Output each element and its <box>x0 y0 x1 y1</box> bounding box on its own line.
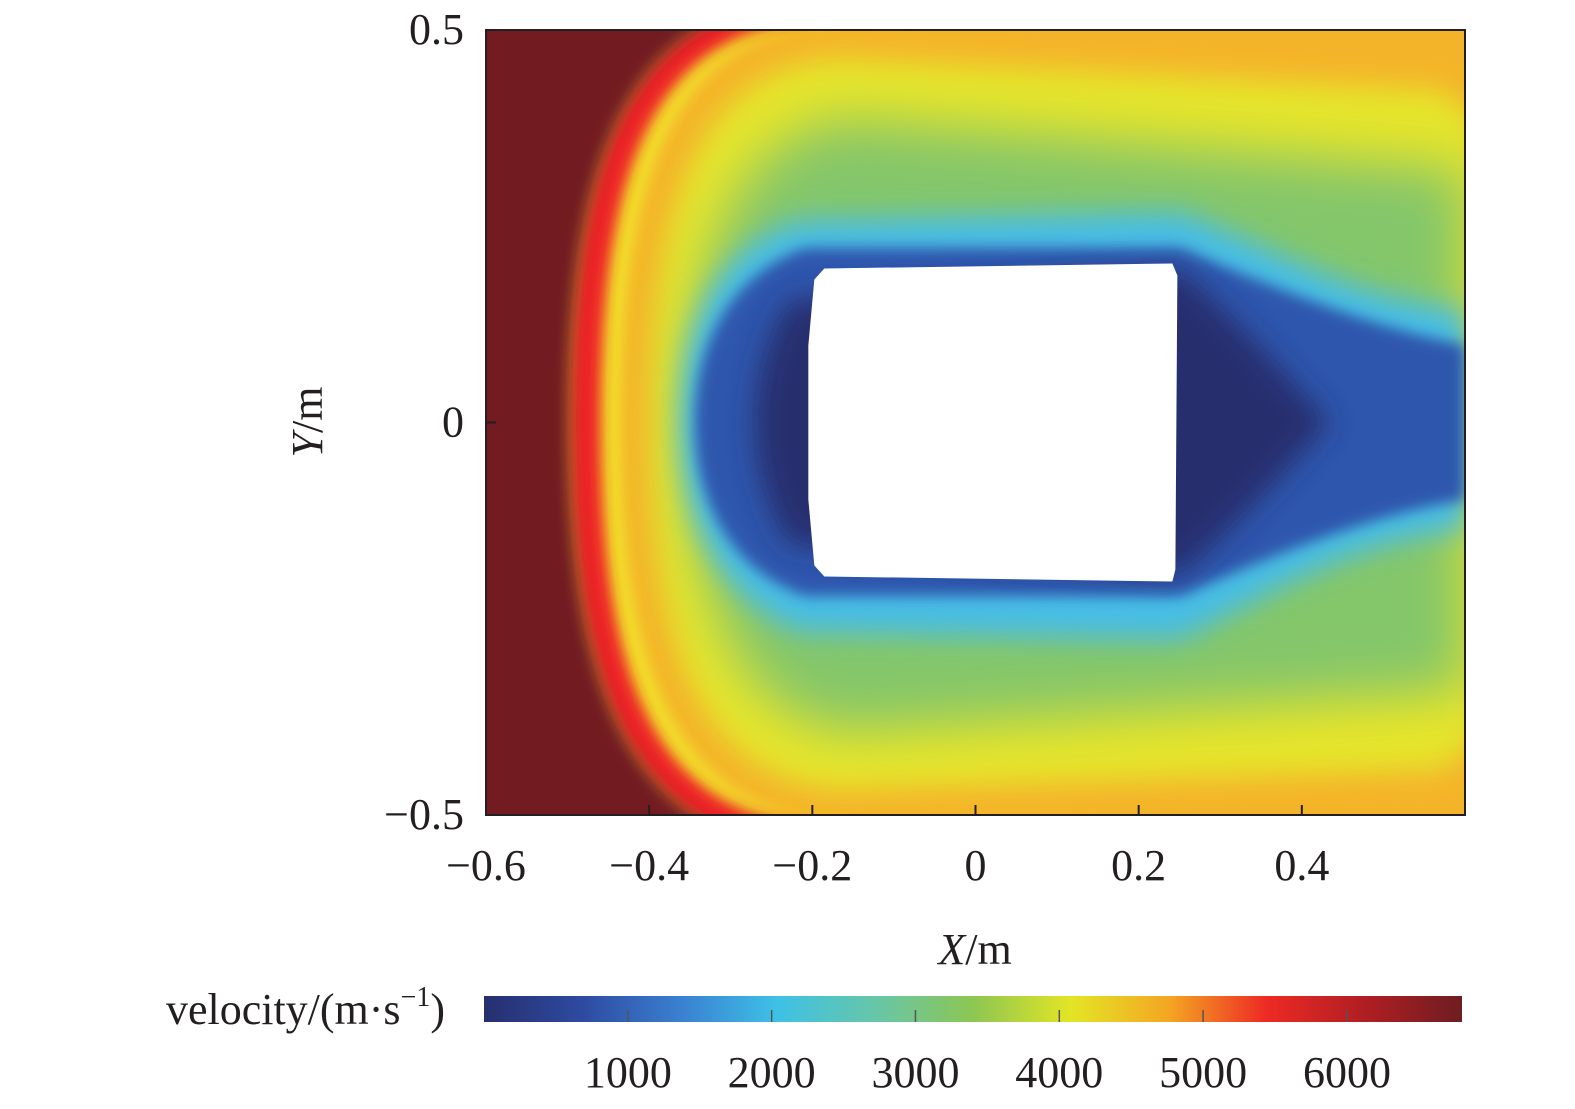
x-tick-label: −0.4 <box>609 841 689 890</box>
colorbar-gradient <box>484 996 1462 1022</box>
x-tick-label: 0 <box>965 841 987 890</box>
colorbar-tick-label: 1000 <box>584 1048 672 1097</box>
colorbar-tick-label: 2000 <box>728 1048 816 1097</box>
colorbar-ticks: 1000 2000 3000 4000 5000 6000 <box>584 1010 1391 1097</box>
colorbar-label-main: velocity/(m·s <box>166 985 401 1034</box>
x-tick-label: 0.2 <box>1111 841 1166 890</box>
x-axis-unit: /m <box>965 925 1011 974</box>
y-tick-label: 0 <box>442 398 464 447</box>
y-axis-ticks: −0.5 0 0.5 <box>384 5 496 839</box>
y-axis-label: Y/m <box>283 387 332 458</box>
y-axis-unit: /m <box>283 387 332 433</box>
x-tick-label: −0.6 <box>446 841 526 890</box>
shock-red-front <box>569 30 759 815</box>
colorbar-label: velocity/(m·s−1) <box>166 982 445 1034</box>
obstacle-body <box>808 263 1178 582</box>
x-tick-label: −0.2 <box>772 841 852 890</box>
colorbar-label-superscript: −1 <box>401 982 431 1013</box>
x-axis-label: X/m <box>936 925 1011 974</box>
x-axis-ticks: −0.6 −0.4 −0.2 0 0.2 0.4 <box>446 805 1329 890</box>
colorbar: velocity/(m·s−1) 1000 2000 3000 4000 5000 600… <box>166 982 1462 1097</box>
contour-field <box>486 30 1465 815</box>
y-tick-label: 0.5 <box>409 5 464 54</box>
axes: −0.6 −0.4 −0.2 0 0.2 0.4 −0.5 0 0.5 <box>384 5 1466 890</box>
colorbar-tick-label: 6000 <box>1303 1048 1391 1097</box>
x-tick-label: 0.4 <box>1274 841 1329 890</box>
colorbar-tick-label: 4000 <box>1015 1048 1103 1097</box>
y-tick-label: −0.5 <box>384 790 464 839</box>
colorbar-label-end: ) <box>430 985 445 1034</box>
shock-yellow-front <box>598 30 791 815</box>
colorbar-tick-label: 5000 <box>1159 1048 1247 1097</box>
y-axis-variable: Y <box>283 428 332 457</box>
x-axis-variable: X <box>936 925 967 974</box>
colorbar-tick-label: 3000 <box>871 1048 959 1097</box>
upstream-freestream <box>486 30 699 815</box>
